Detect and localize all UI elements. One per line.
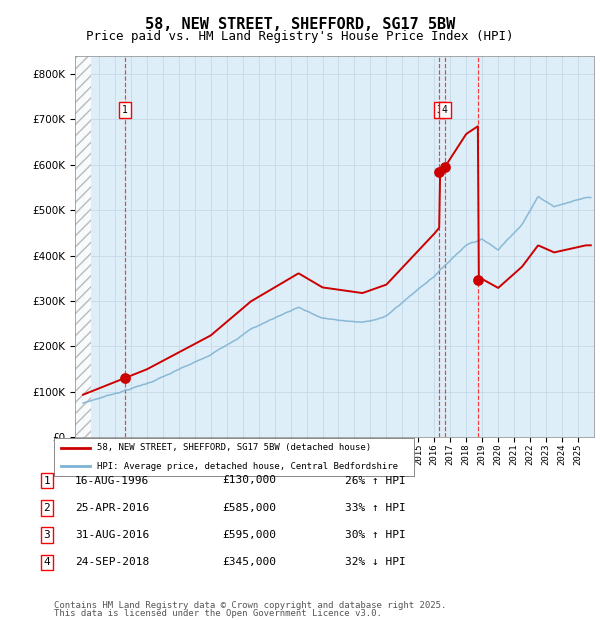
Text: 31-AUG-2016: 31-AUG-2016 [75, 530, 149, 540]
Text: 58, NEW STREET, SHEFFORD, SG17 5BW: 58, NEW STREET, SHEFFORD, SG17 5BW [145, 17, 455, 32]
Text: 25-APR-2016: 25-APR-2016 [75, 503, 149, 513]
Text: £585,000: £585,000 [222, 503, 276, 513]
Text: 3: 3 [43, 530, 50, 540]
Text: 3: 3 [436, 105, 442, 115]
Text: 16-AUG-1996: 16-AUG-1996 [75, 476, 149, 485]
Text: £130,000: £130,000 [222, 476, 276, 485]
Point [440, 162, 449, 172]
Text: 1: 1 [43, 476, 50, 485]
Text: 4: 4 [43, 557, 50, 567]
Text: £345,000: £345,000 [222, 557, 276, 567]
Text: 2: 2 [43, 503, 50, 513]
Text: 30% ↑ HPI: 30% ↑ HPI [345, 530, 406, 540]
Text: Price paid vs. HM Land Registry's House Price Index (HPI): Price paid vs. HM Land Registry's House … [86, 30, 514, 43]
Text: 58, NEW STREET, SHEFFORD, SG17 5BW (detached house): 58, NEW STREET, SHEFFORD, SG17 5BW (deta… [97, 443, 371, 452]
Text: This data is licensed under the Open Government Licence v3.0.: This data is licensed under the Open Gov… [54, 608, 382, 618]
Point [434, 167, 444, 177]
Text: 24-SEP-2018: 24-SEP-2018 [75, 557, 149, 567]
Point [473, 275, 483, 285]
Text: £595,000: £595,000 [222, 530, 276, 540]
Text: 4: 4 [442, 105, 448, 115]
Text: 33% ↑ HPI: 33% ↑ HPI [345, 503, 406, 513]
Text: 26% ↑ HPI: 26% ↑ HPI [345, 476, 406, 485]
Bar [75, 56, 91, 437]
Point [120, 373, 130, 383]
Text: 32% ↓ HPI: 32% ↓ HPI [345, 557, 406, 567]
Text: HPI: Average price, detached house, Central Bedfordshire: HPI: Average price, detached house, Cent… [97, 462, 398, 471]
Text: Contains HM Land Registry data © Crown copyright and database right 2025.: Contains HM Land Registry data © Crown c… [54, 601, 446, 610]
Text: 1: 1 [122, 105, 128, 115]
